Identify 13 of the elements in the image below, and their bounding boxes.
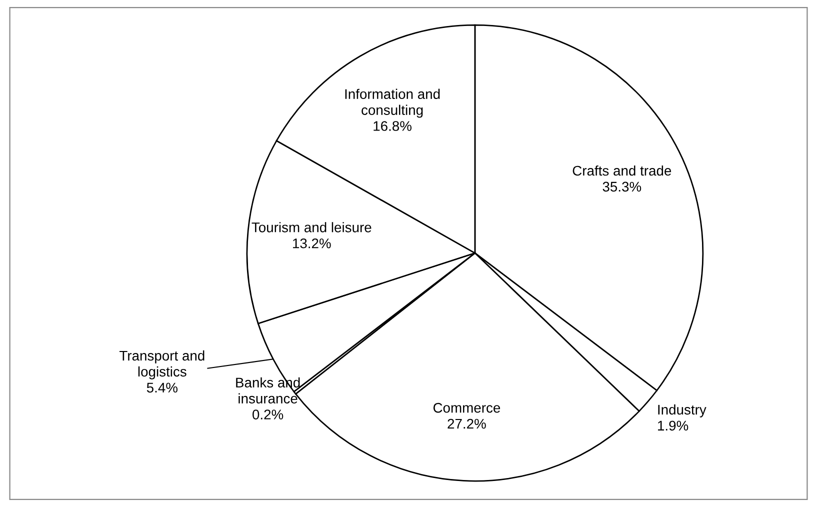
slice-label: Information and consulting (345, 88, 440, 118)
slice-label: Industry (658, 404, 706, 418)
data-label: 1.9% (658, 420, 688, 431)
data-label: 0.2% (252, 410, 284, 420)
data-label: 13.2% (293, 238, 331, 248)
slice-label: Commerce (433, 402, 500, 413)
data-label: 35.3% (602, 182, 642, 192)
slice-label: Tourism and leisure (252, 222, 372, 232)
slice-label: Transport and logistics (120, 350, 204, 380)
data-label: 27.2% (448, 418, 486, 429)
slice-label: Crafts and trade (572, 165, 672, 176)
data-label: 5.4% (146, 382, 178, 393)
data-label: 16.8% (374, 121, 412, 131)
